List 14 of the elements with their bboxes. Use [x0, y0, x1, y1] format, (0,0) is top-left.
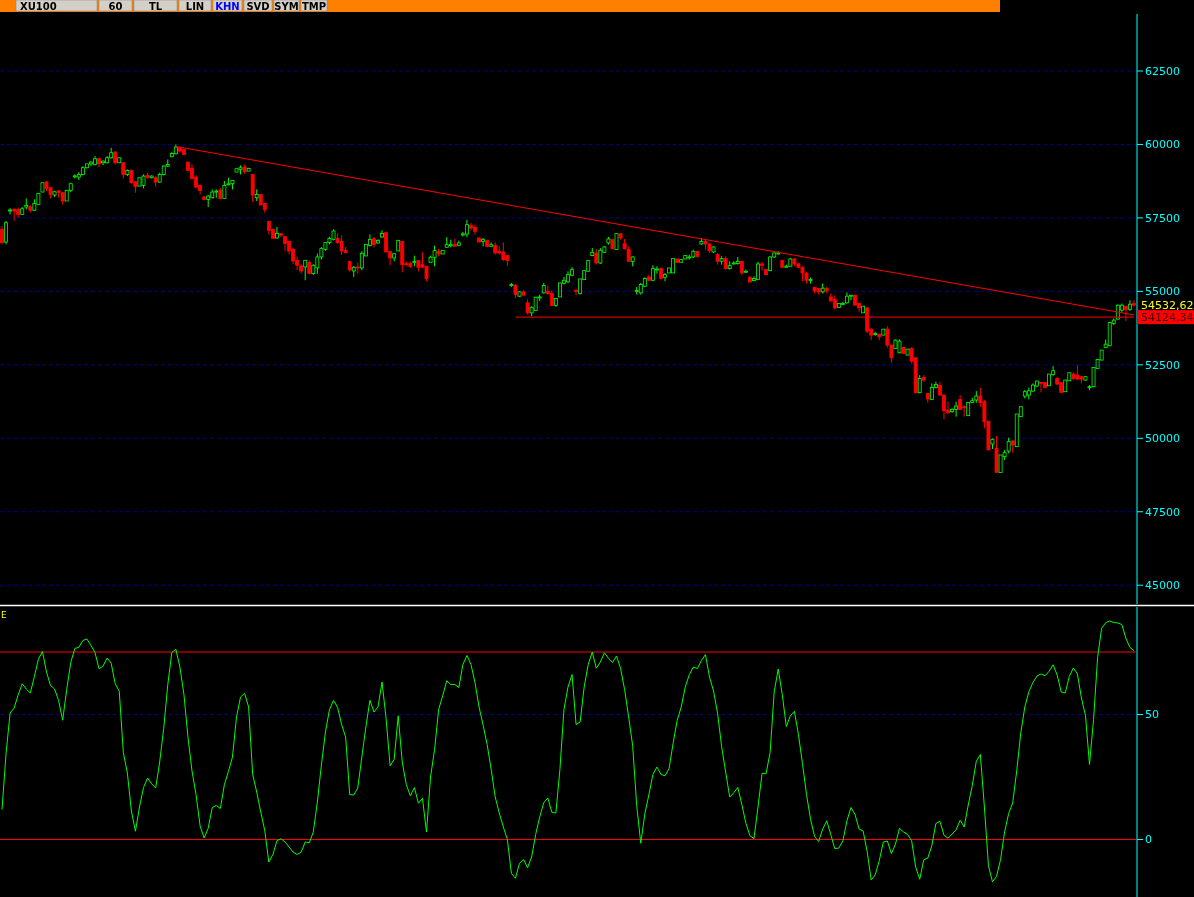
text: 54124,34: [1141, 310, 1194, 324]
y-tick-label: 50000: [1145, 432, 1180, 446]
y-tick-label: 45000: [1145, 579, 1180, 593]
y-tick-label: 62500: [1145, 64, 1180, 78]
y-tick-label: 60000: [1145, 138, 1180, 152]
annotation: E: [1, 610, 7, 620]
y-tick-label: 47500: [1145, 505, 1180, 519]
text: 54532,62: [1141, 298, 1194, 312]
y-tick-label: 50: [1145, 708, 1159, 722]
y-tick-label: 0: [1145, 833, 1152, 847]
toolbar: XU100 60 TL LIN KHN SVD SYM TMP: [0, 0, 1000, 12]
y-tick-label: 52500: [1145, 358, 1180, 372]
y-tick-label: 57500: [1145, 211, 1180, 225]
y-tick-label: 55000: [1145, 285, 1180, 299]
